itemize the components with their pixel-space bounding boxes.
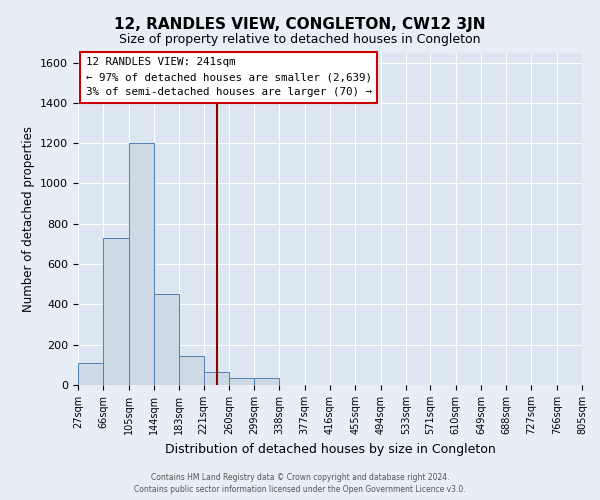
Text: Contains HM Land Registry data © Crown copyright and database right 2024.
Contai: Contains HM Land Registry data © Crown c… xyxy=(134,473,466,494)
X-axis label: Distribution of detached houses by size in Congleton: Distribution of detached houses by size … xyxy=(164,442,496,456)
Bar xyxy=(154,294,179,385)
Y-axis label: Number of detached properties: Number of detached properties xyxy=(22,126,35,312)
Bar xyxy=(179,356,203,385)
Bar xyxy=(203,372,229,385)
Bar xyxy=(254,378,280,385)
Text: 12 RANDLES VIEW: 241sqm
← 97% of detached houses are smaller (2,639)
3% of semi-: 12 RANDLES VIEW: 241sqm ← 97% of detache… xyxy=(86,58,371,97)
Bar xyxy=(229,378,254,385)
Text: Size of property relative to detached houses in Congleton: Size of property relative to detached ho… xyxy=(119,32,481,46)
Bar xyxy=(103,238,128,385)
Bar xyxy=(128,143,154,385)
Text: 12, RANDLES VIEW, CONGLETON, CW12 3JN: 12, RANDLES VIEW, CONGLETON, CW12 3JN xyxy=(114,18,486,32)
Bar xyxy=(78,363,103,385)
